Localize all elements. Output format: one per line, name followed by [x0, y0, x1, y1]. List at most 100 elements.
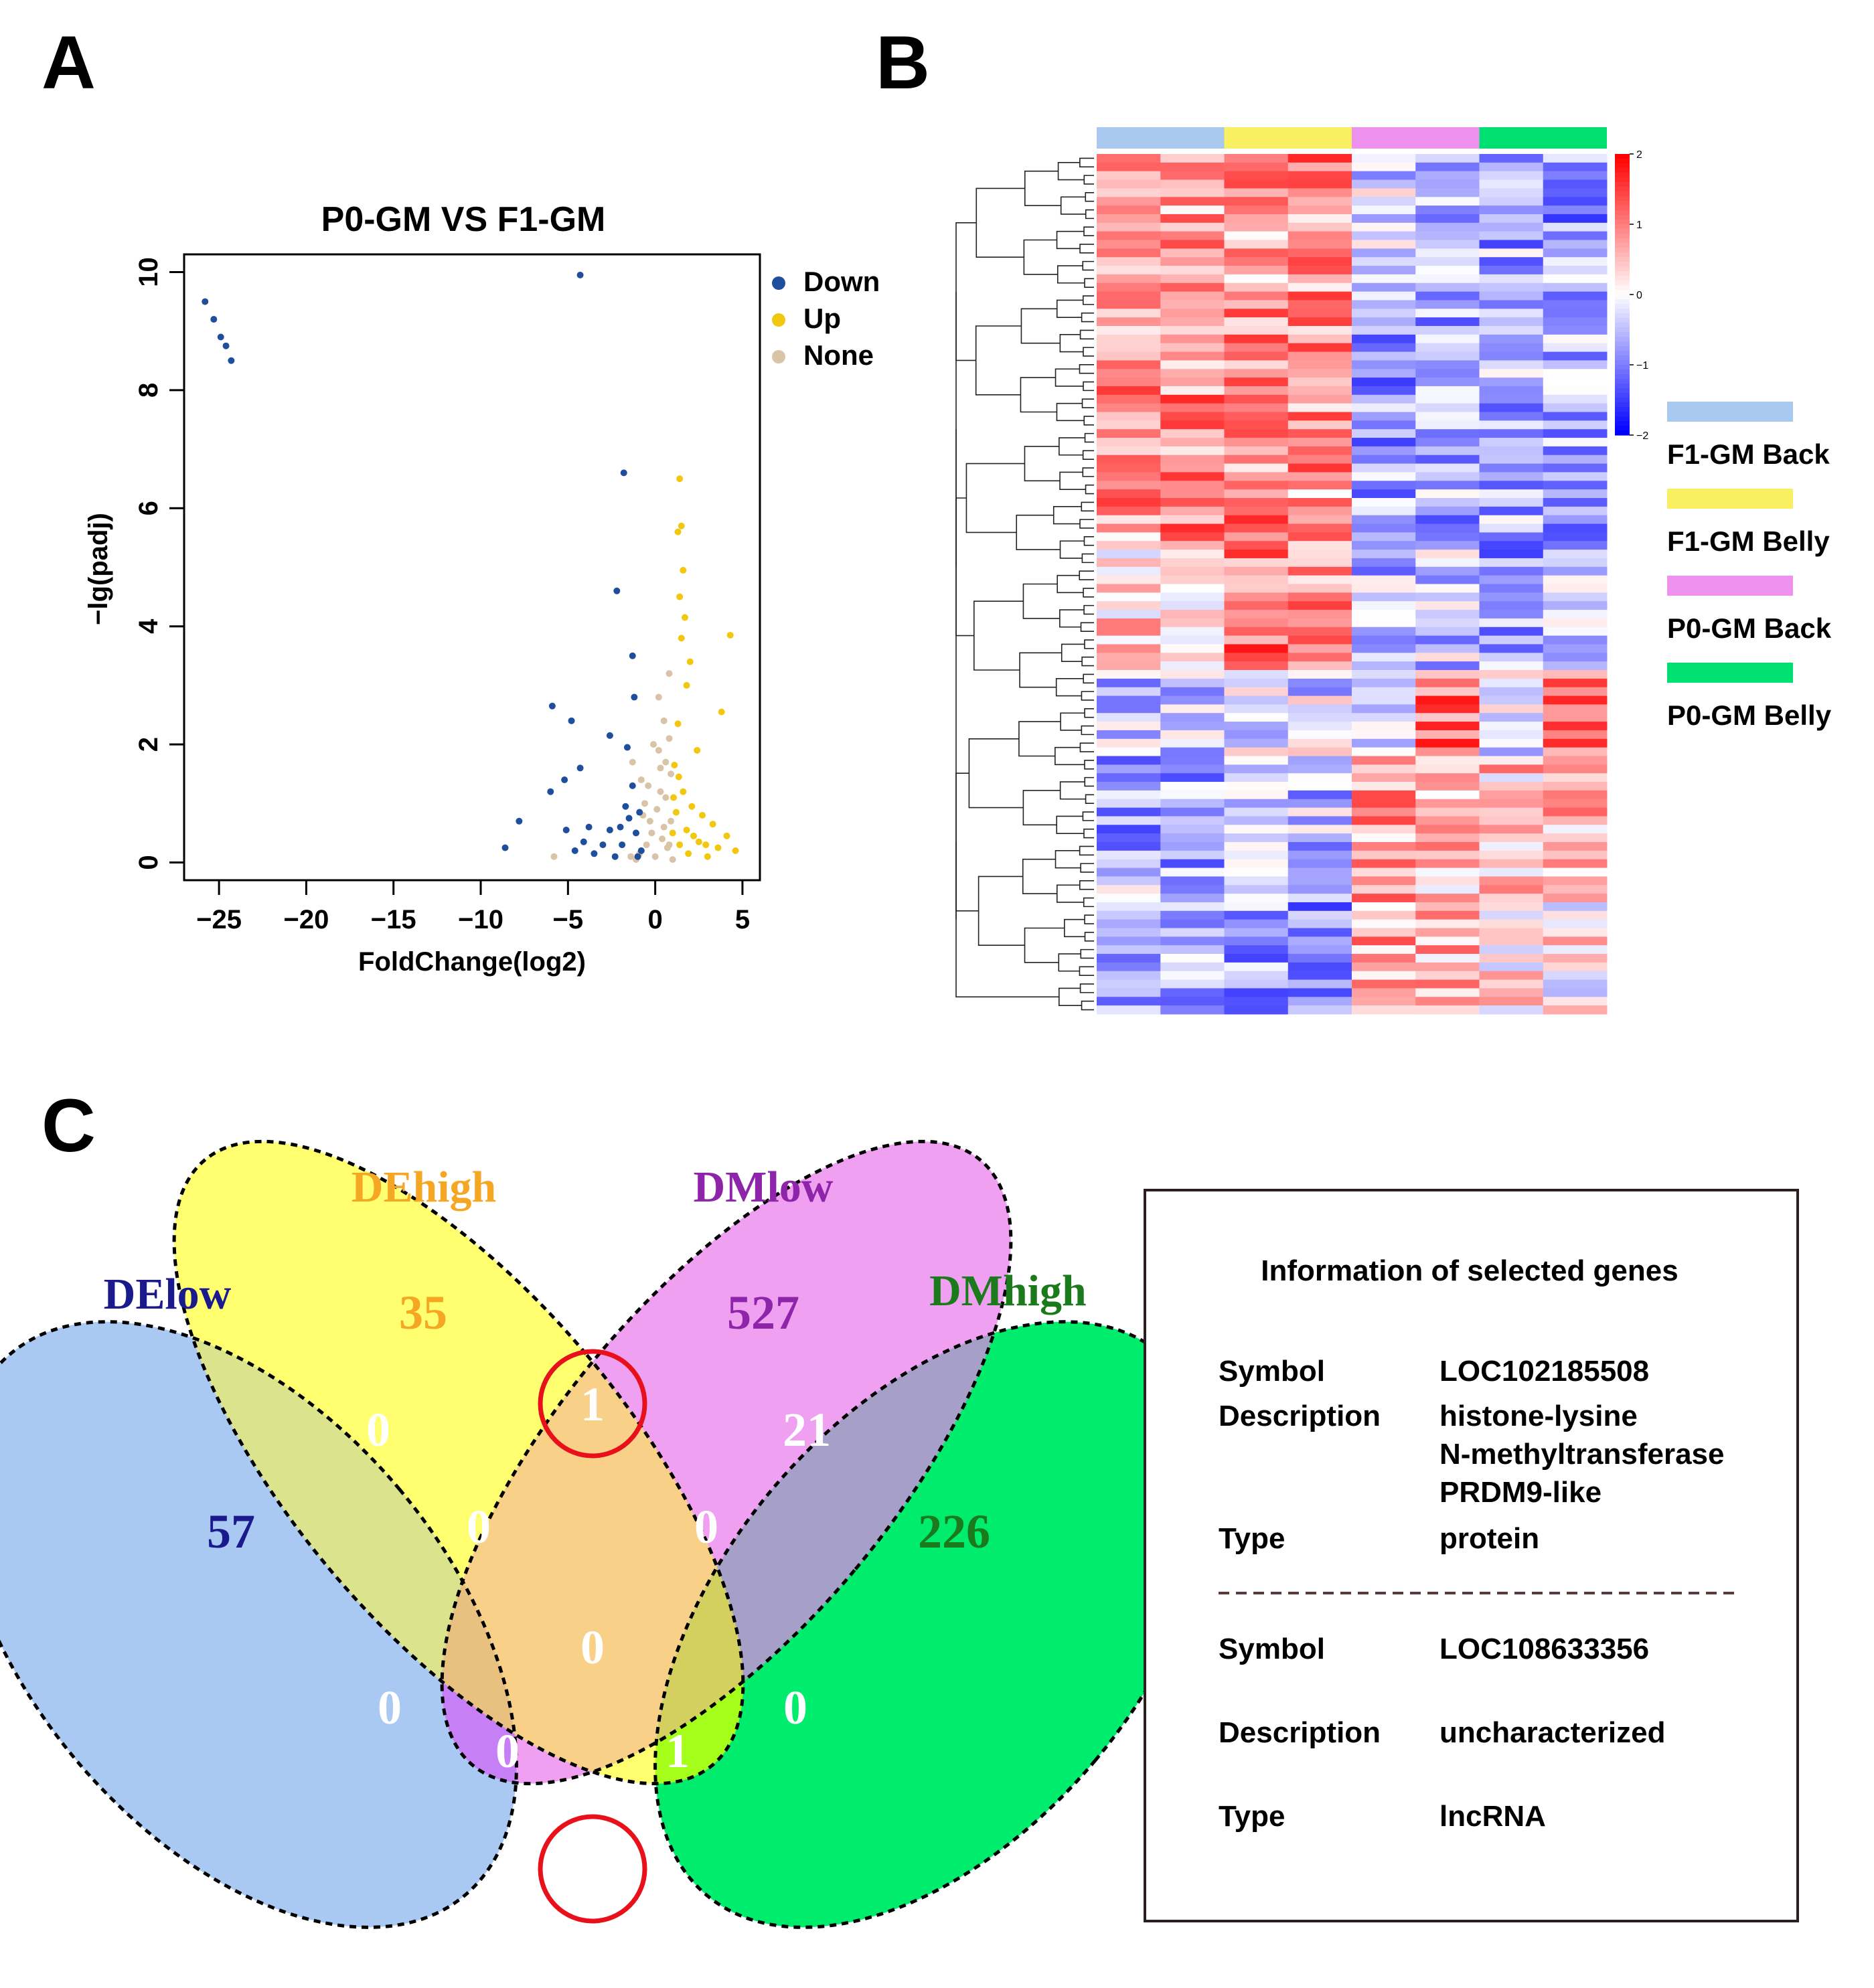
heatmap-cell	[1160, 936, 1225, 946]
dendrogram-branch	[1055, 368, 1084, 387]
heatmap-cell	[1415, 222, 1480, 232]
heatmap-cell	[1224, 489, 1289, 499]
dendrogram-branch	[1052, 506, 1082, 525]
color-scale-step	[1615, 332, 1630, 337]
color-scale-step	[1615, 163, 1630, 169]
venn-label-dmlow: DMlow	[694, 1163, 834, 1212]
heatmap-cell	[1352, 162, 1416, 172]
color-scale-step	[1615, 309, 1630, 314]
color-scale-tick-label: −1	[1636, 360, 1648, 371]
heatmap-cell	[1352, 704, 1416, 714]
heatmap-cell	[1415, 790, 1480, 800]
color-scale-step	[1615, 388, 1630, 394]
dendrogram-branch	[1083, 347, 1094, 357]
heatmap-cell	[1352, 300, 1416, 309]
heatmap-cell	[1097, 782, 1161, 791]
color-scale-step	[1615, 374, 1630, 380]
heatmap-cell	[1479, 988, 1544, 997]
heatmap-cell	[1479, 481, 1544, 490]
heatmap-cell	[1415, 627, 1480, 637]
heatmap-cell	[1224, 902, 1289, 912]
heatmap-cell	[1287, 979, 1352, 989]
heatmap-cell	[1287, 214, 1352, 224]
heatmap-cell	[1543, 291, 1608, 301]
heatmap-cell	[1352, 722, 1416, 731]
heatmap-cell	[1287, 257, 1352, 266]
heatmap-cell	[1160, 756, 1225, 765]
color-scale-step	[1615, 379, 1630, 384]
heatmap-cell	[1543, 756, 1608, 765]
volcano-points	[202, 271, 739, 863]
heatmap-cell	[1479, 722, 1544, 731]
heatmap-cell	[1479, 214, 1544, 224]
venn-label-dehigh: DEhigh	[352, 1163, 496, 1212]
dendrogram-branch	[1079, 157, 1094, 168]
heatmap-cell	[1479, 291, 1544, 301]
dendrogram-branch	[1079, 329, 1094, 340]
gene2-description-line1: uncharacterized	[1439, 1716, 1665, 1749]
dendrogram-branch	[1081, 553, 1094, 564]
heatmap-cell	[1160, 601, 1225, 610]
volcano-point-none	[643, 841, 650, 849]
heatmap-cell	[1352, 541, 1416, 550]
volcano-point-none	[655, 693, 662, 701]
volcano-point-none	[550, 853, 558, 860]
dendrogram-branch	[1059, 781, 1086, 800]
heatmap-cell	[1415, 876, 1480, 886]
heatmap-cell	[1287, 661, 1352, 671]
heatmap-cell	[1352, 773, 1416, 782]
heatmap-cell	[1352, 231, 1416, 240]
heatmap-cell	[1097, 722, 1161, 731]
heatmap-cell	[1224, 291, 1289, 301]
heatmap-legend-swatch	[1667, 402, 1793, 422]
heatmap-cell	[1415, 988, 1480, 997]
heatmap-cell	[1160, 257, 1225, 266]
heatmap-cell	[1415, 360, 1480, 369]
heatmap-cell	[1543, 438, 1608, 447]
volcano-point-up	[669, 829, 676, 837]
heatmap-cell	[1160, 713, 1225, 722]
heatmap-cell	[1287, 343, 1352, 353]
venn-count-dehigh-dmlow-dmhigh: 0	[694, 1500, 718, 1554]
heatmap-cell	[1543, 799, 1608, 809]
heatmap-cell	[1352, 188, 1416, 197]
heatmap-cell	[1160, 214, 1225, 224]
heatmap-cell	[1224, 438, 1289, 447]
color-scale-step	[1615, 351, 1630, 356]
heatmap-cell	[1287, 894, 1352, 903]
heatmap-cell	[1352, 369, 1416, 378]
heatmap-cell	[1415, 653, 1480, 662]
heatmap-cell	[1352, 816, 1416, 825]
heatmap-cell	[1352, 936, 1416, 946]
heatmap-cell	[1224, 885, 1289, 894]
heatmap-cell	[1287, 653, 1352, 662]
heatmap-cell	[1543, 687, 1608, 697]
highlight-circle-bottom	[538, 1814, 647, 1924]
heatmap-cell	[1479, 231, 1544, 240]
volcano-point-down	[516, 817, 523, 825]
heatmap-cell	[1287, 738, 1352, 748]
heatmap-cell	[1287, 867, 1352, 877]
heatmap-cell	[1543, 584, 1608, 593]
heatmap-cell	[1287, 575, 1352, 584]
heatmap-cell	[1415, 454, 1480, 465]
heatmap-cell	[1543, 730, 1608, 740]
heatmap-cell	[1224, 300, 1289, 309]
heatmap-cell	[1160, 816, 1225, 825]
heatmap-cell	[1160, 653, 1225, 662]
heatmap-cell	[1415, 472, 1480, 481]
dendrogram-branch	[1079, 966, 1094, 976]
heatmap-cell	[1479, 954, 1544, 963]
heatmap-cell	[1160, 351, 1225, 361]
heatmap-cell	[1543, 627, 1608, 637]
heatmap-cell	[1224, 214, 1289, 224]
color-scale-step	[1615, 327, 1630, 333]
heatmap-cell	[1415, 610, 1480, 619]
heatmap-cell	[1160, 369, 1225, 378]
heatmap-cell	[1097, 584, 1161, 593]
dendrogram-branch	[1081, 725, 1094, 736]
heatmap-cell	[1415, 678, 1480, 688]
color-scale-step	[1615, 182, 1630, 187]
heatmap-cell	[1287, 764, 1352, 774]
heatmap-cell	[1224, 248, 1289, 258]
